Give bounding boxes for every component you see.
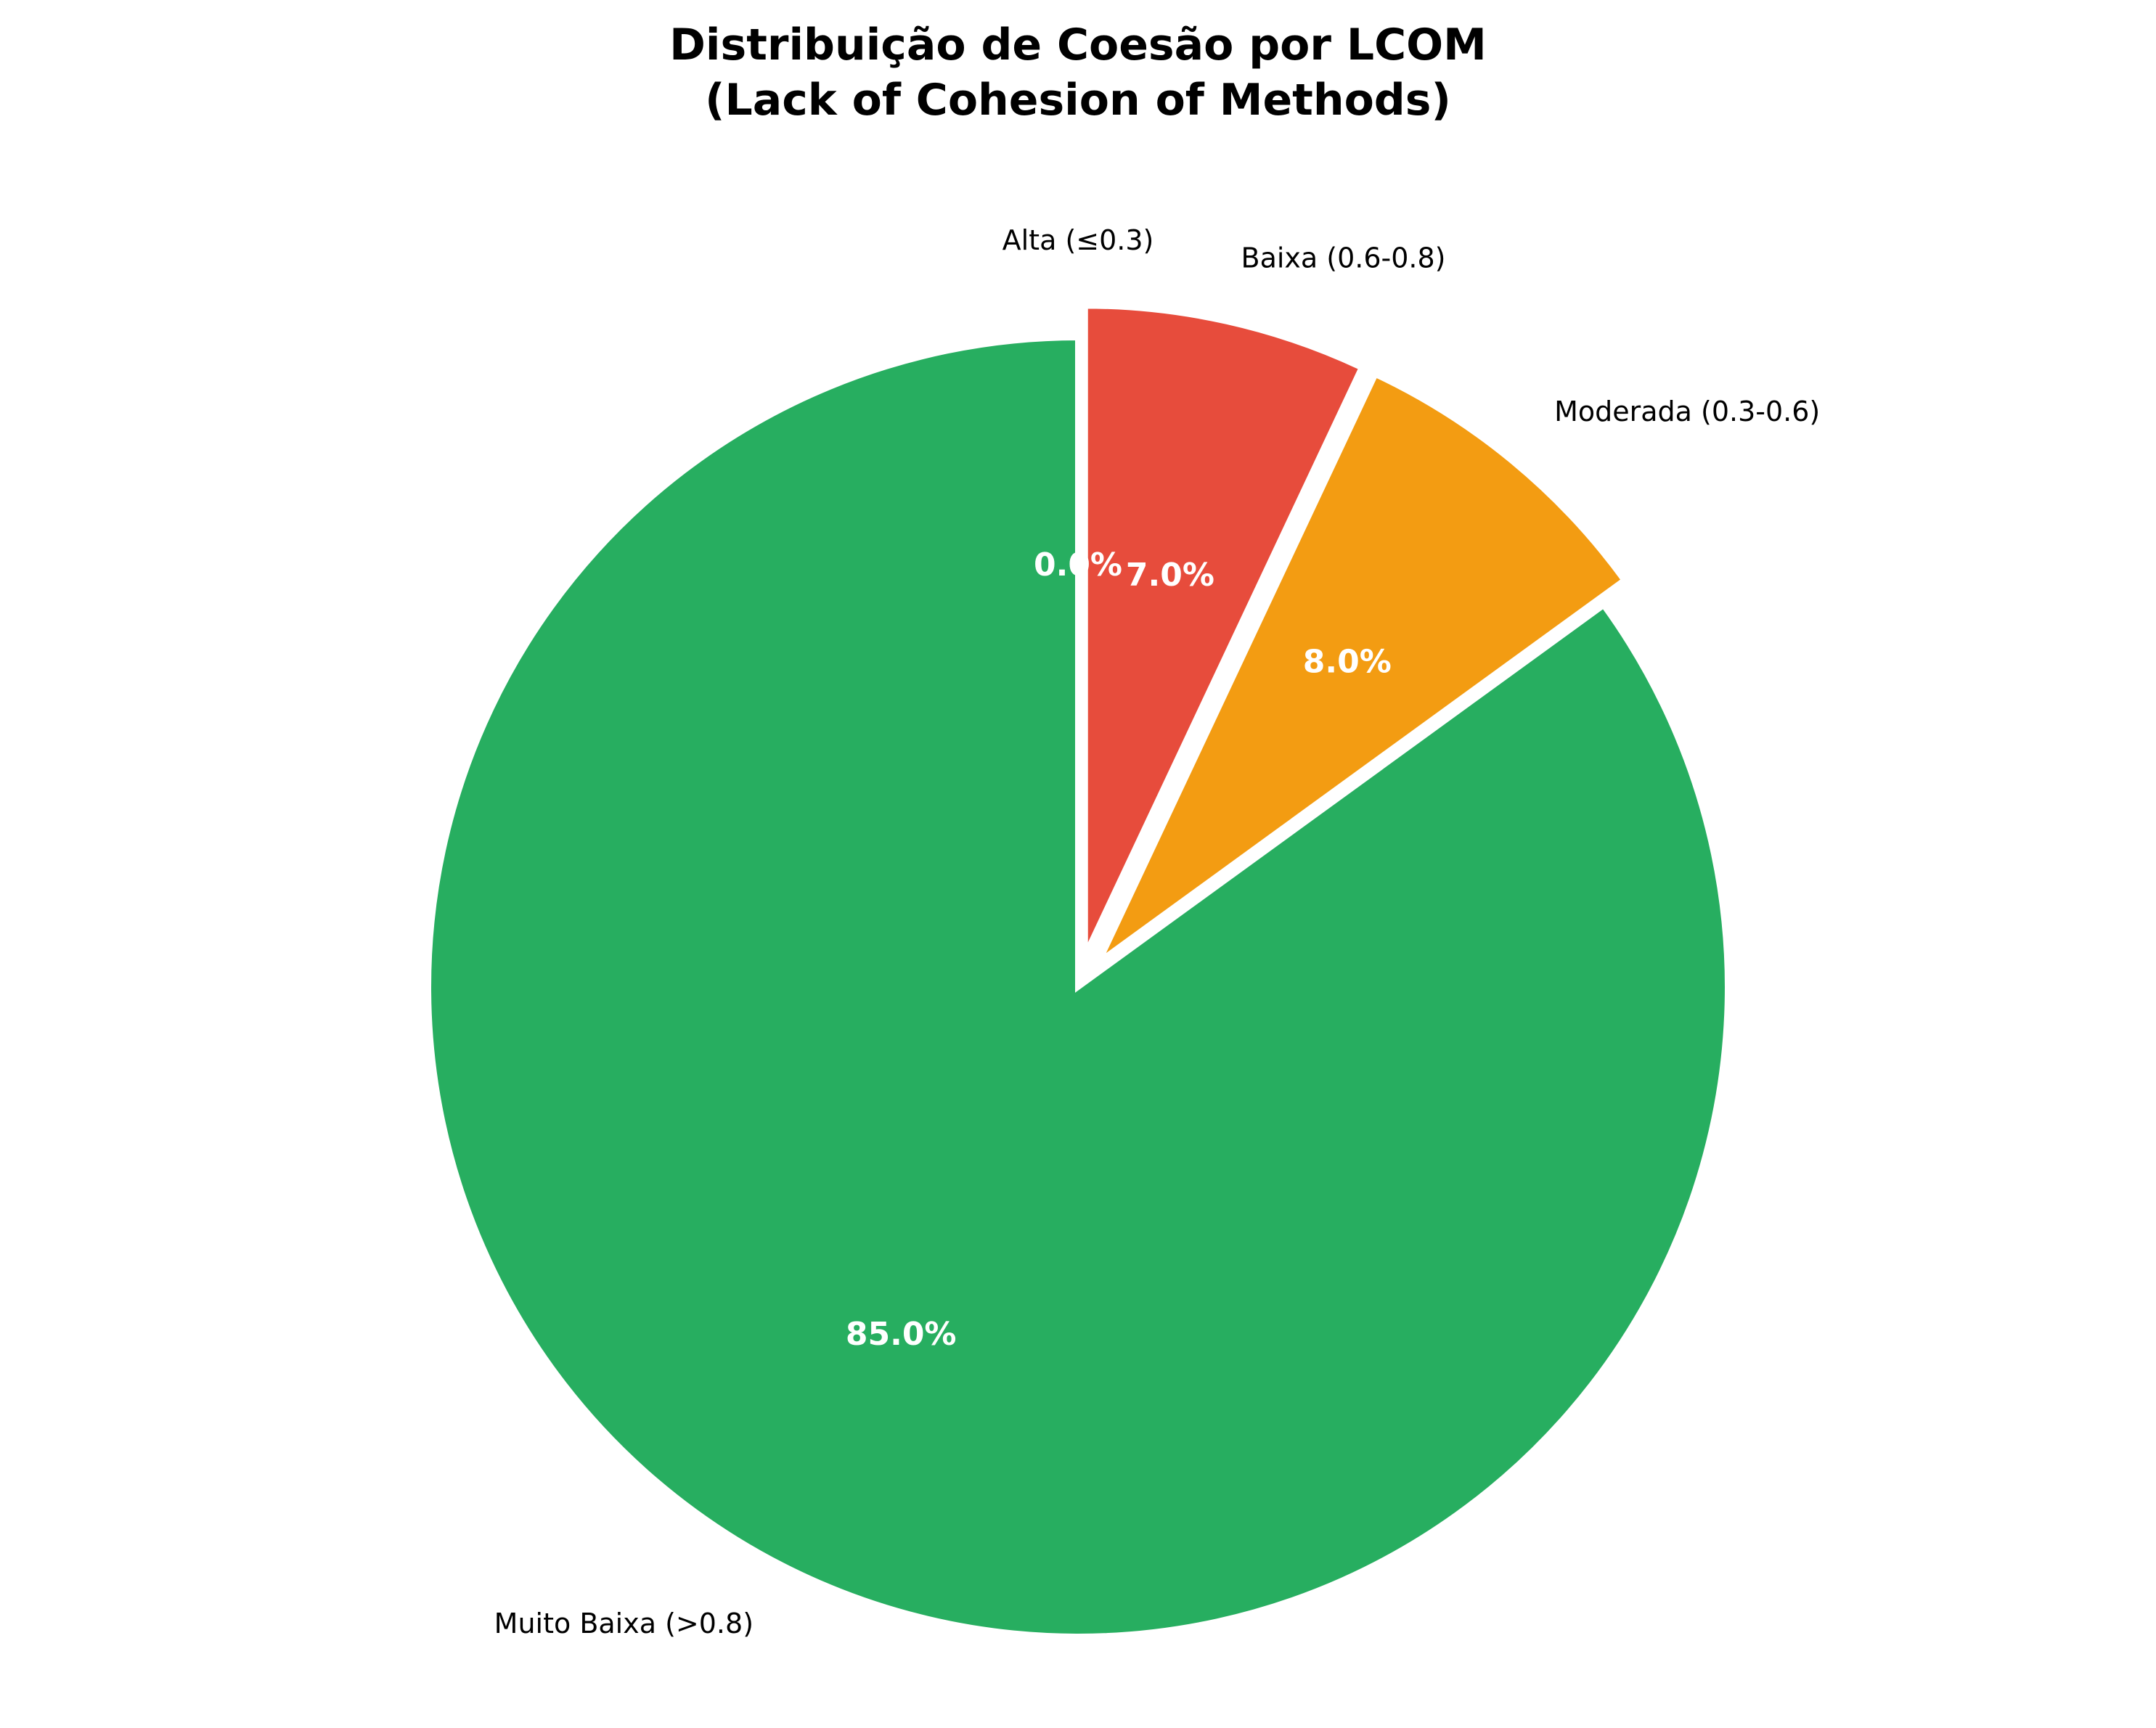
slice-labels: Alta (≤0.3) Baixa (0.6-0.8) Moderada (0.3-… [494, 224, 1821, 1639]
slice-label-alta-0-3: Alta (≤0.3) [1003, 224, 1154, 256]
pie-slice-muito-baixa-0-8 [425, 334, 1731, 1639]
pct-label-moderada-0-3-0-6: 8.0% [1303, 643, 1392, 680]
pct-label-baixa-0-6-0-8: 7.0% [1126, 557, 1214, 594]
slice-label-baixa-0-6-0-8: Baixa (0.6-0.8) [1241, 242, 1446, 274]
slice-label-moderada-0-3-0-6: Moderada (0.3-0.6) [1554, 396, 1820, 427]
chart-title: Distribuição de Coesão por LCOM (Lack of… [669, 20, 1487, 126]
pie-slice-moderada-0-3-0-6 [1095, 370, 1629, 965]
pie-slices [425, 303, 1731, 1639]
pct-label-alta-0-3: 0.0% [1034, 546, 1122, 583]
pie-slice-baixa-0-6-0-8 [1082, 303, 1366, 957]
pct-label-muito-baixa-0-8: 85.0% [846, 1316, 957, 1353]
slice-label-muito-baixa-0-8: Muito Baixa (>0.8) [494, 1608, 754, 1639]
chart-title-line-2: (Lack of Cohesion of Methods) [705, 75, 1451, 126]
percentage-labels: 0.0% 7.0% 8.0% 85.0% [846, 546, 1392, 1353]
chart-title-line-1: Distribuição de Coesão por LCOM [669, 20, 1487, 70]
